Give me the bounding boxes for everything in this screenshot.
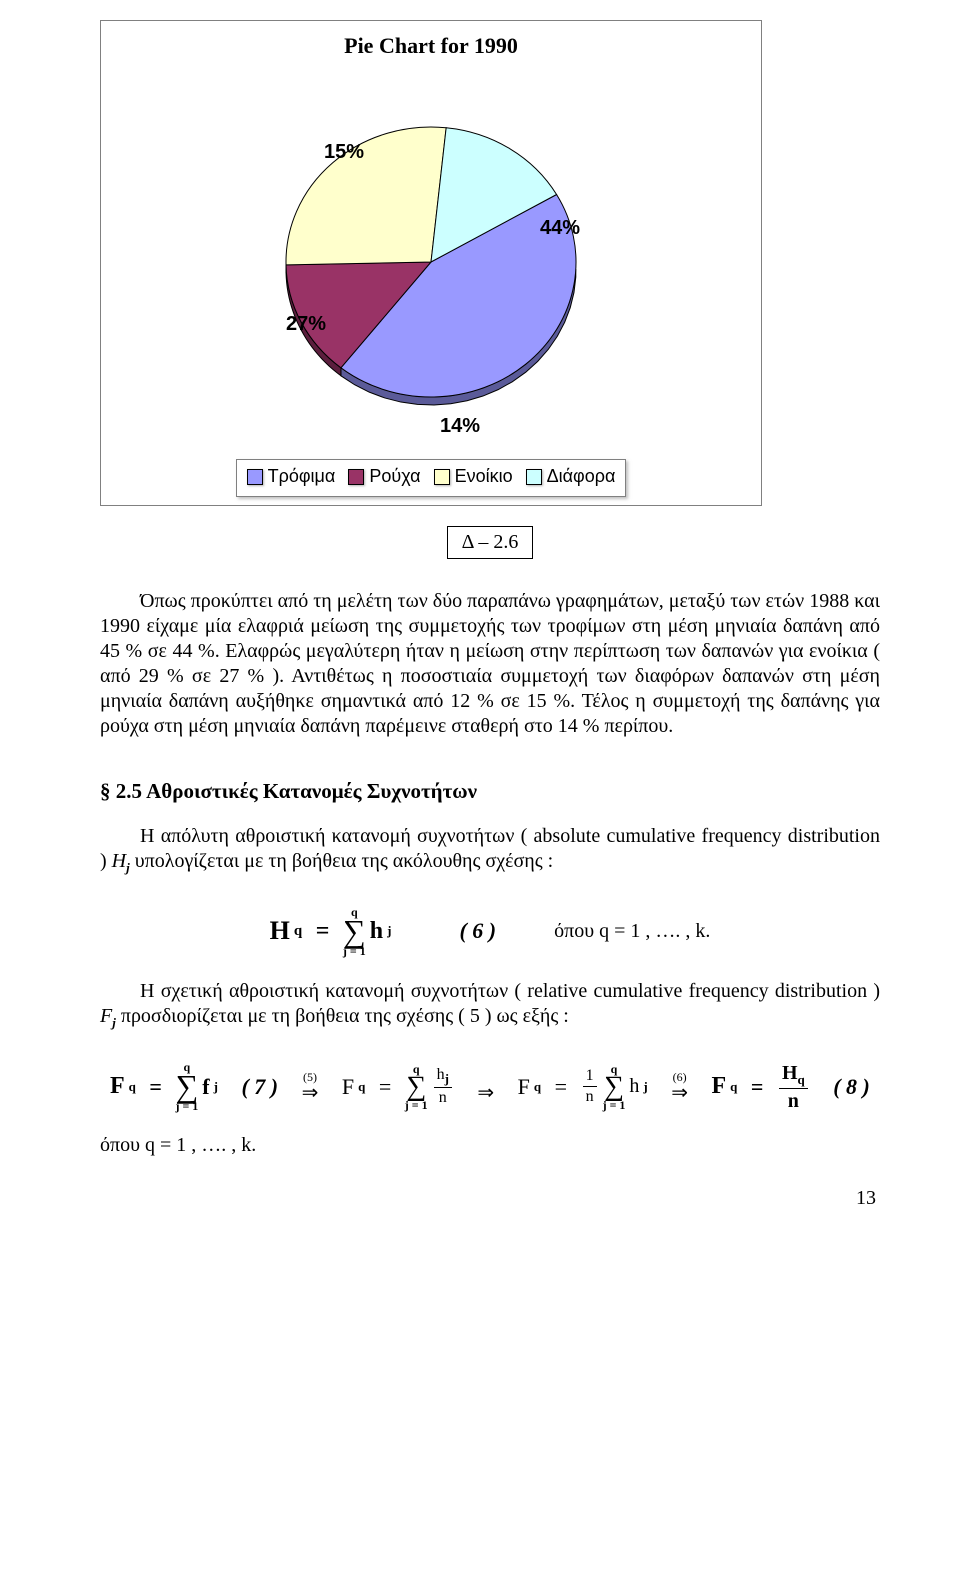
sigma-icon: q ∑ j = 1 xyxy=(175,1061,198,1112)
pie-slice-label: 27% xyxy=(286,313,326,336)
pie-chart: 44% 14% 27% 15% xyxy=(266,99,596,429)
formula-step-hj-n: Fq = q ∑ j = 1 hj n xyxy=(342,1063,454,1111)
implies-arrow: ⇒ xyxy=(477,1071,494,1103)
legend-swatch xyxy=(526,469,542,485)
legend-swatch xyxy=(247,469,263,485)
fraction-Hq-n: Hq n xyxy=(779,1063,808,1111)
legend-item: Διάφορα xyxy=(526,466,616,487)
paragraph-relative-cumulative: Η σχετική αθροιστική κατανομή συχνοτήτων… xyxy=(100,979,880,1031)
pie-slice-label: 44% xyxy=(540,217,580,240)
pie-svg xyxy=(266,99,596,429)
formula-6-where: όπου q = 1 , …. , k. xyxy=(554,920,710,943)
document-page: Pie Chart for 1990 44% 14% 27% 15% Τρόφι… xyxy=(0,0,960,1230)
legend-item: Τρόφιμα xyxy=(247,466,336,487)
formula-6: Hq = q ∑ j = 1 hj ( 6 ) όπου q = 1 , …. … xyxy=(100,906,880,957)
legend-label: Ενοίκιο xyxy=(455,466,513,487)
implies-arrow-6: (6) ⇒ xyxy=(671,1071,688,1103)
where-clause: όπου q = 1 , …. , k. xyxy=(100,1134,880,1157)
page-number: 13 xyxy=(100,1187,880,1210)
figure-number-box: Δ – 2.6 xyxy=(447,526,534,559)
formula-step-1n-sum-hj: Fq = 1 n q ∑ j = 1 hj xyxy=(518,1063,648,1111)
formula-7-part: Fq = q ∑ j = 1 fj xyxy=(110,1061,218,1112)
paragraph-absolute-cumulative: Η απόλυτη αθροιστική κατανομή συχνοτήτων… xyxy=(100,824,880,876)
formula-7-number: ( 7 ) xyxy=(241,1074,278,1100)
implies-arrow-5: (5) ⇒ xyxy=(302,1071,319,1103)
sigma-icon: q ∑ j = 1 xyxy=(603,1063,626,1111)
formula-6-lhs: Hq = q ∑ j = 1 hj xyxy=(270,906,392,957)
legend-swatch xyxy=(348,469,364,485)
formula-8-number: ( 8 ) xyxy=(833,1074,870,1100)
section-heading: § 2.5 Αθροιστικές Κατανομές Συχνοτήτων xyxy=(100,779,880,804)
fraction-hj-n: hj n xyxy=(434,1067,452,1106)
sigma-icon: q ∑ j = 1 xyxy=(405,1063,428,1111)
paragraph-analysis: Όπως προκύπτει από τη μελέτη των δύο παρ… xyxy=(100,589,880,739)
formula-8-rhs: Fq = Hq n xyxy=(712,1063,810,1111)
legend-item: Ρούχα xyxy=(348,466,420,487)
legend-label: Διάφορα xyxy=(547,466,616,487)
fraction-1-n: 1 n xyxy=(583,1068,597,1105)
legend-swatch xyxy=(434,469,450,485)
legend-item: Ενοίκιο xyxy=(434,466,513,487)
formula-6-number: ( 6 ) xyxy=(459,918,496,944)
pie-slice-label: 14% xyxy=(440,415,480,438)
formula-7-8: Fq = q ∑ j = 1 fj ( 7 ) (5) ⇒ Fq = q ∑ j… xyxy=(100,1061,880,1112)
pie-legend: Τρόφιμα Ρούχα Ενοίκιο Διάφορα xyxy=(236,459,627,497)
legend-label: Ρούχα xyxy=(369,466,420,487)
sigma-icon: q ∑ j = 1 xyxy=(343,906,366,957)
pie-chart-title: Pie Chart for 1990 xyxy=(111,33,751,59)
legend-label: Τρόφιμα xyxy=(268,466,336,487)
pie-chart-frame: Pie Chart for 1990 44% 14% 27% 15% Τρόφι… xyxy=(100,20,762,506)
pie-slice-label: 15% xyxy=(324,141,364,164)
